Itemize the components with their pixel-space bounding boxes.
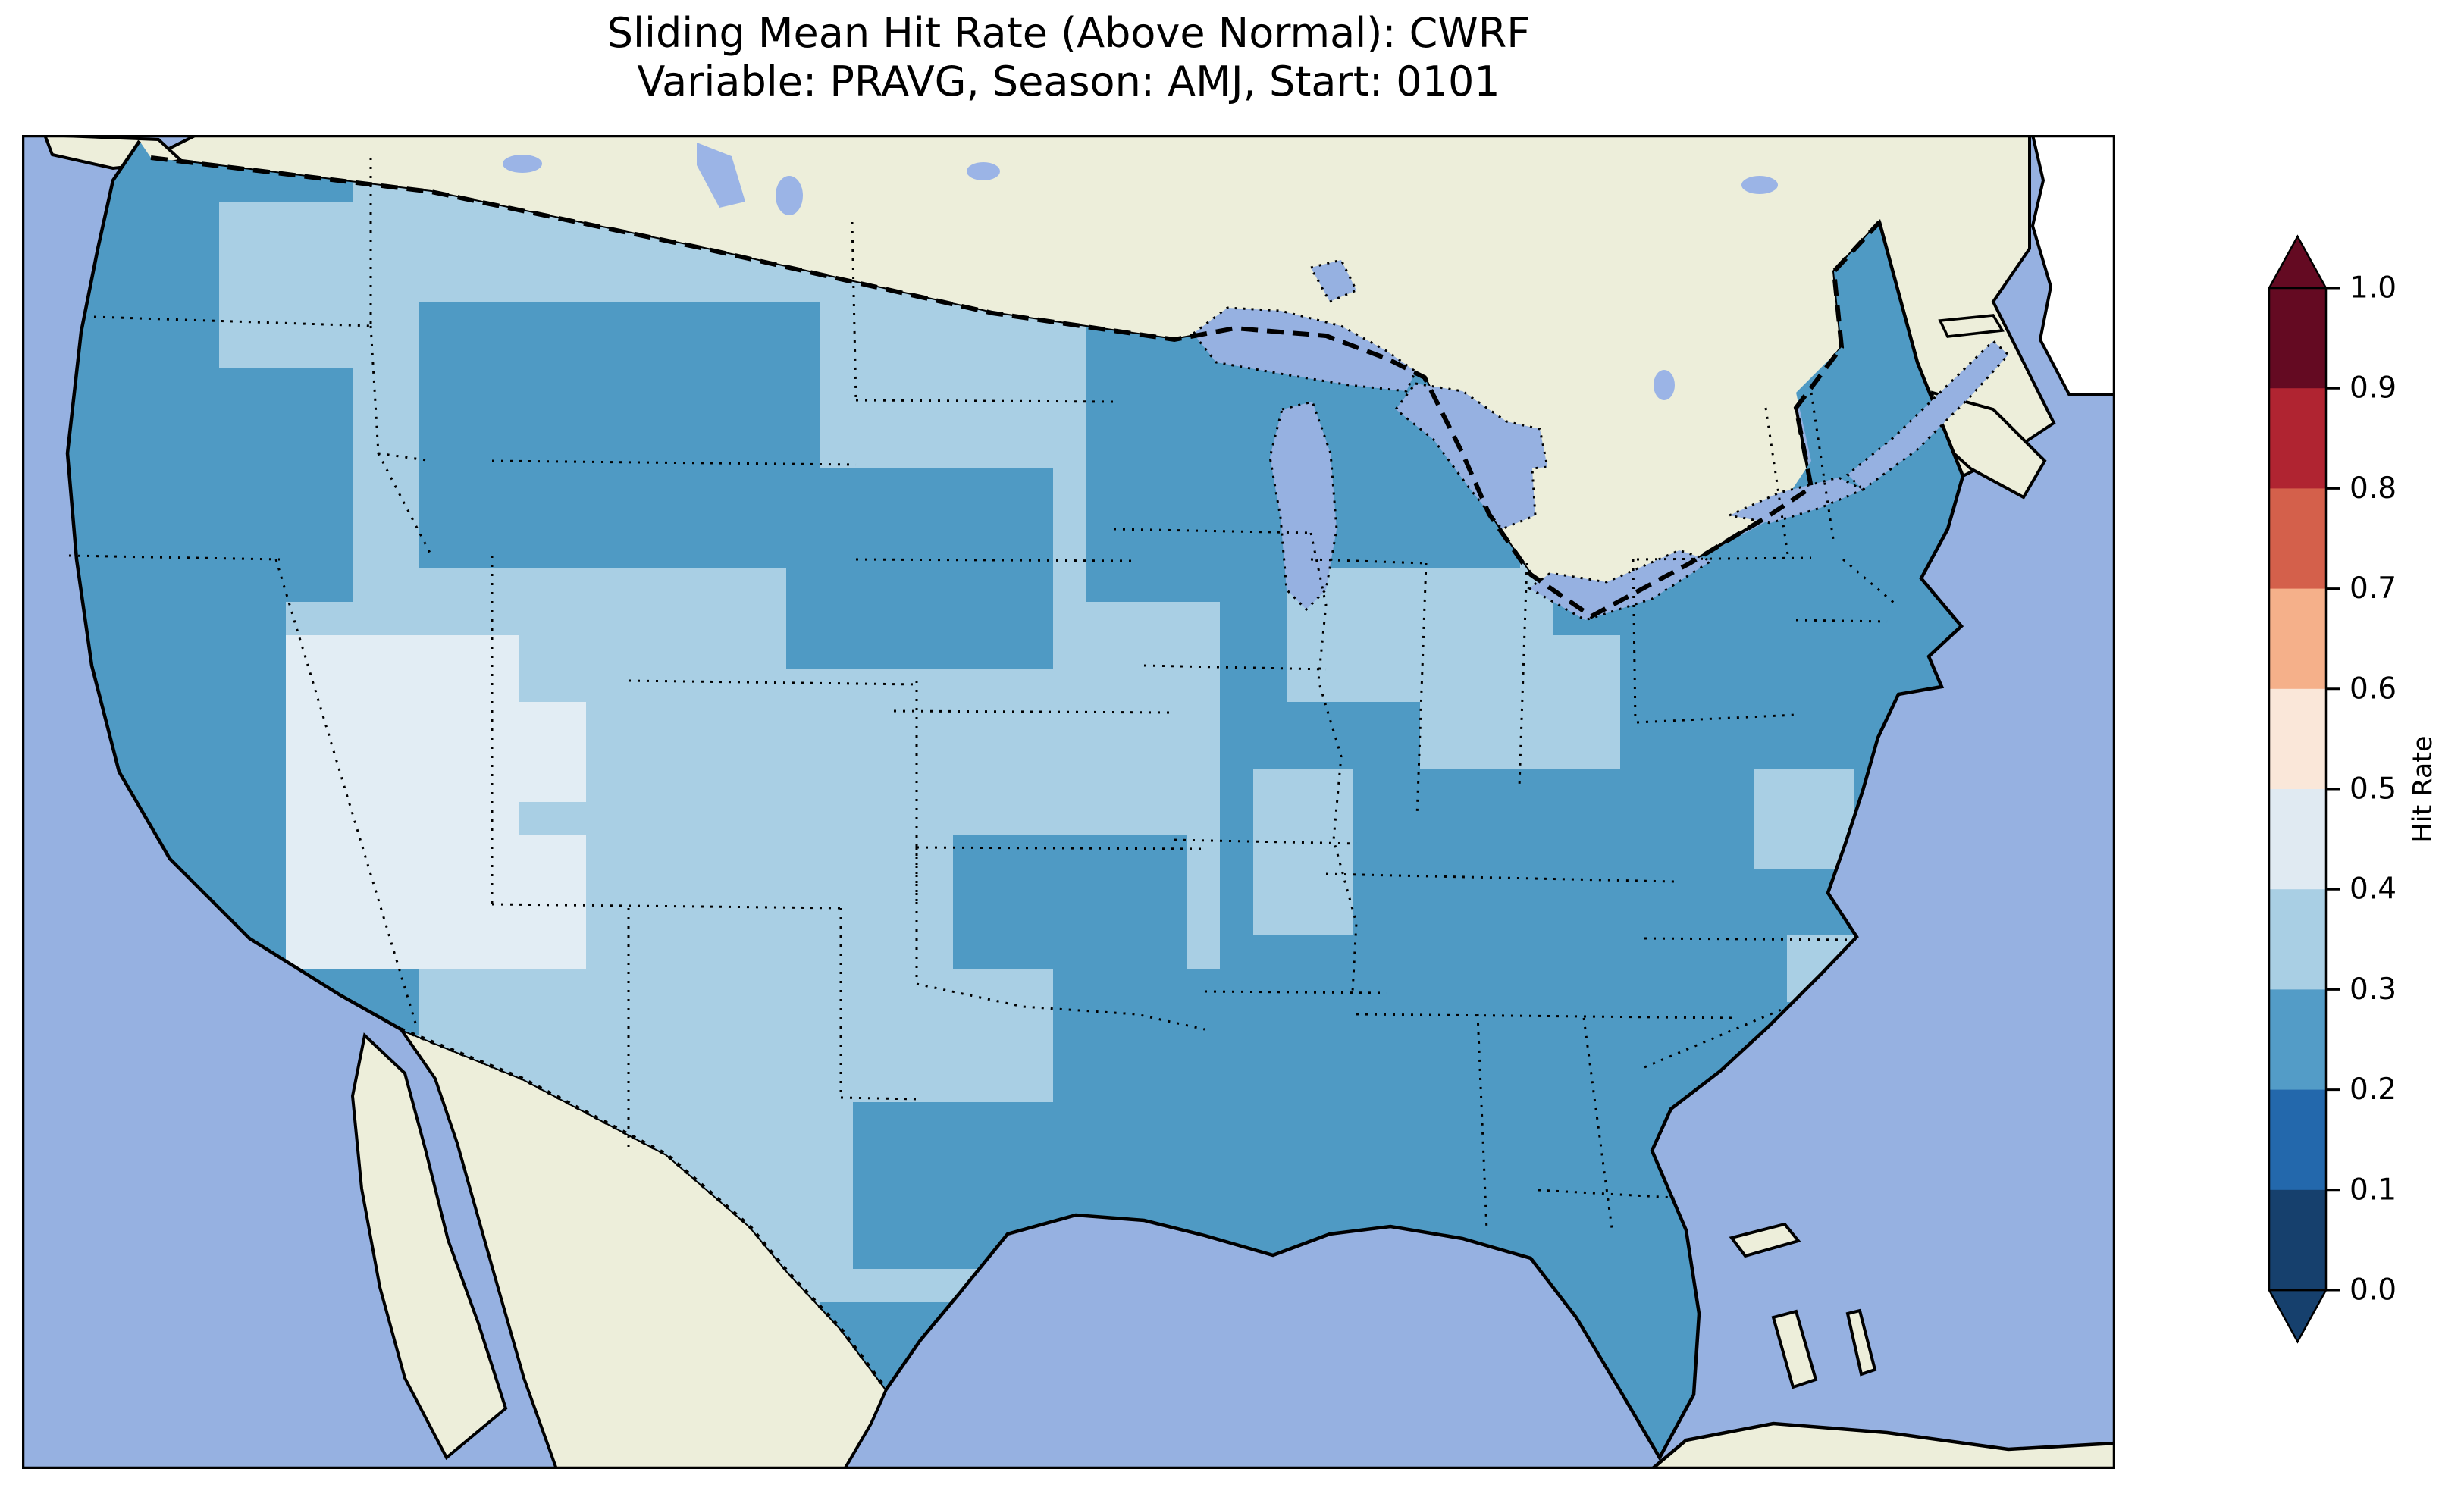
colorbar-segment: [2269, 488, 2326, 590]
colorbar-tick-label: 0.6: [2350, 672, 2397, 706]
baja-california: [350, 1032, 508, 1461]
colorbar-tick-label: 0.7: [2350, 572, 2397, 606]
us-canada-border: [150, 155, 1882, 619]
colorbar-axis-label: Hit Rate: [2408, 735, 2438, 842]
colorbar-tick-label: 0.4: [2350, 872, 2397, 907]
colorbar-segment: [2269, 789, 2326, 890]
bahamas-islands: [1729, 1222, 1877, 1389]
colorbar-tick-label: 0.9: [2350, 371, 2397, 406]
lake-huron: [1393, 382, 1549, 531]
title-line-1: Sliding Mean Hit Rate (Above Normal): CW…: [607, 9, 1531, 57]
lake-nipigon: [1309, 258, 1359, 303]
map-frame: [22, 135, 2115, 1469]
colorbar-segment: [2269, 688, 2326, 790]
colorbar-under-arrow: [2267, 1289, 2328, 1344]
colorbar-segment: [2269, 288, 2326, 389]
colorbar-segment: [2269, 1089, 2326, 1191]
colorbar-tick-label: 0.3: [2350, 973, 2397, 1007]
colorbar-over-arrow: [2267, 234, 2328, 290]
colorbar-tick-label: 0.1: [2350, 1173, 2397, 1207]
st-lawrence-river: [1845, 339, 2011, 491]
us-coastline: [65, 139, 1965, 1461]
hit-rate-colorbar: 1.0 0.9 0.8 0.7 0.6 0.5 0.4 0.3 0.2 0.1 0.0 Hit Ra…: [2267, 234, 2438, 1344]
canadian-lakes: [503, 143, 1778, 400]
map-axes: [22, 135, 2115, 1469]
colorbar-segment: [2269, 588, 2326, 690]
colorbar-segment: [2269, 1189, 2326, 1291]
colorbar-segment: [2269, 388, 2326, 489]
figure-title: Sliding Mean Hit Rate (Above Normal): CW…: [22, 9, 2115, 106]
colorbar-tick-label: 0.2: [2350, 1073, 2397, 1107]
lake-michigan: [1268, 400, 1338, 612]
cuba: [1649, 1421, 2115, 1469]
colorbar-tick-label: 0.0: [2350, 1273, 2397, 1308]
state-borders: [68, 158, 1895, 1235]
us-mexico-border: [400, 1027, 888, 1391]
colorbar-ticks: 1.0 0.9 0.8 0.7 0.6 0.5 0.4 0.3 0.2 0.1 0.0: [2326, 271, 2397, 1308]
colorbar-tick-label: 1.0: [2350, 271, 2397, 305]
colorbar-segments: [2269, 288, 2326, 1291]
colorbar-tick-label: 0.8: [2350, 471, 2397, 506]
masked-domain-corner: [2030, 135, 2115, 396]
colorbar: 1.0 0.9 0.8 0.7 0.6 0.5 0.4 0.3 0.2 0.1 0.0 Hit Ra…: [2240, 227, 2464, 1380]
colorbar-segment: [2269, 989, 2326, 1091]
title-line-2: Variable: PRAVG, Season: AMJ, Start: 010…: [637, 58, 1500, 105]
colorbar-tick-label: 0.5: [2350, 772, 2397, 807]
prince-edward-island: [1938, 314, 2005, 338]
colorbar-segment: [2269, 889, 2326, 990]
conus-hit-rate-map: [22, 135, 2115, 1469]
